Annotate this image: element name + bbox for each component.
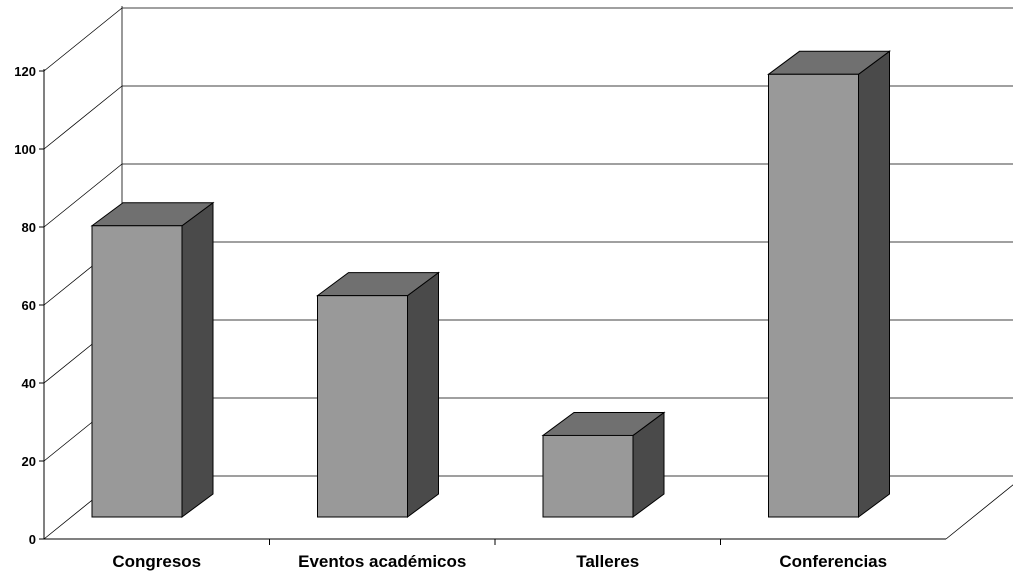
axes: [39, 69, 946, 545]
gridline-side: [43, 7, 123, 72]
x-category-labels: Congresos Eventos académicos Talleres Confe…: [112, 552, 887, 571]
y-tick-label: 40: [22, 376, 36, 391]
gridline-side: [43, 85, 123, 150]
gridline-side: [43, 163, 123, 228]
y-tick-label: 20: [22, 454, 36, 469]
y-tick-label: 80: [22, 220, 36, 235]
x-category-label: Talleres: [576, 552, 639, 571]
bar-side: [181, 201, 214, 518]
bar-3: [541, 411, 666, 518]
bar-4: [766, 50, 892, 518]
bar-front: [91, 225, 183, 518]
bar-front: [542, 434, 634, 518]
x-category-label: Eventos académicos: [298, 552, 466, 571]
bars: [90, 50, 892, 518]
bar-2: [315, 271, 441, 518]
y-tick-label: 0: [29, 532, 36, 547]
y-tick-label: 60: [22, 298, 36, 313]
bar-side: [407, 271, 439, 518]
x-category-label: Conferencias: [779, 552, 887, 571]
bar-front: [768, 73, 859, 518]
bar-front: [317, 295, 408, 518]
y-tick-label: 120: [14, 64, 36, 79]
y-tick-label: 100: [14, 142, 36, 157]
bar-1: [90, 201, 215, 518]
x-category-label: Congresos: [112, 552, 201, 571]
bar-side: [858, 50, 890, 518]
y-tick-labels: 0 20 40 60 80 100 120: [14, 64, 36, 547]
